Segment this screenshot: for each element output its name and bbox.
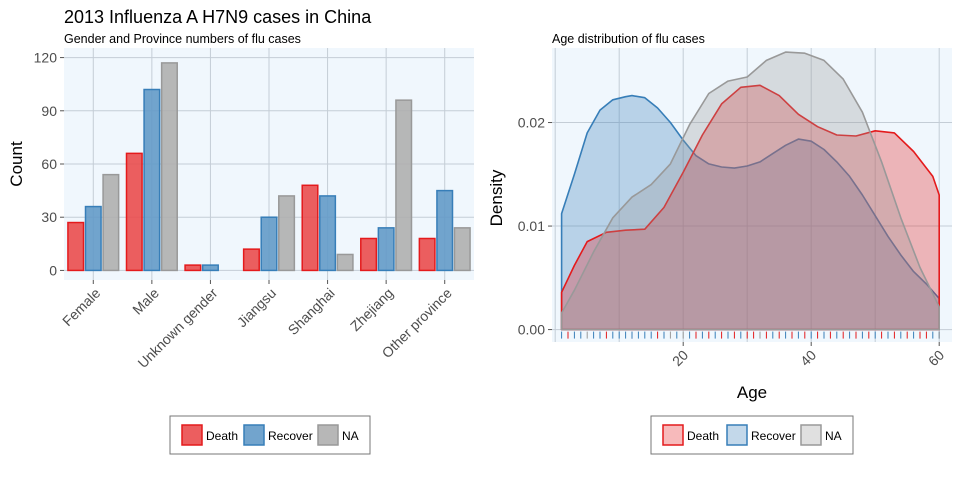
density-legend-key-na [800, 424, 822, 446]
bar-death [67, 221, 85, 272]
bar-legend-label: Death [206, 429, 238, 443]
density-legend-box [650, 415, 854, 455]
bar-death [418, 237, 436, 272]
density-y-axis-title: Density [487, 169, 506, 226]
bar-recover [319, 195, 337, 272]
density-y-ticks: 0.00 0.01 0.02 [518, 115, 552, 338]
bar-chart: Gender and Province numbers of flu cases… [7, 32, 474, 455]
bar-na [160, 62, 178, 272]
density-chart: Age distribution of flu cases 0.000.010.… [487, 32, 952, 455]
bar-legend-key-recover [243, 424, 265, 446]
bar-y-tick-label: 30 [41, 209, 57, 225]
bar-recover [143, 88, 161, 272]
bar-recover [201, 264, 219, 272]
density-legend: Death Recover NA [650, 415, 854, 455]
bar-death [242, 248, 260, 272]
density-x-ticks: 20 40 60 [669, 342, 947, 369]
bar-y-tick-label: 60 [41, 156, 57, 172]
bar-chart-subtitle: Gender and Province numbers of flu cases [64, 32, 301, 46]
bar-recover [377, 227, 395, 272]
bar-legend-label: NA [342, 429, 359, 443]
density-y-tick-label: 0.00 [518, 322, 545, 338]
bar-recover [260, 216, 278, 272]
bar-y-ticks: 0 30 60 90 120 [34, 50, 64, 278]
density-x-tick-label: 60 [925, 347, 947, 369]
bar-na [102, 173, 120, 272]
density-area-na [560, 51, 940, 331]
bar-recover [436, 189, 454, 272]
density-plot-panel [552, 48, 952, 342]
bar-legend: Death Recover NA [169, 415, 371, 455]
bar-y-axis-title: Count [7, 141, 26, 187]
bar-x-tick-label: Jiangsu [234, 285, 279, 330]
bar-y-tick-label: 0 [49, 262, 57, 278]
bar-x-tick-label: Male [129, 285, 162, 318]
bar-na [395, 99, 413, 272]
bar-death [301, 184, 319, 272]
bar-series [67, 62, 471, 272]
density-series [560, 51, 940, 331]
bar-na [453, 227, 471, 272]
density-y-tick-label: 0.01 [518, 218, 545, 234]
bar-legend-key-death [181, 424, 203, 446]
figure-title: 2013 Influenza A H7N9 cases in China [64, 7, 372, 27]
density-rug [561, 331, 940, 339]
density-area-death [560, 84, 940, 331]
bar-death [125, 152, 143, 272]
bar-legend-key-na [317, 424, 339, 446]
bar-recover [84, 205, 102, 272]
density-x-tick-label: 20 [669, 347, 691, 369]
density-area-recover [560, 94, 940, 331]
density-legend-key-death [662, 424, 684, 446]
bar-x-tick-label: Shanghai [285, 285, 338, 338]
bar-x-tick-label: Female [59, 285, 103, 329]
bar-na [278, 195, 296, 272]
bar-death [360, 237, 378, 272]
density-legend-key-recover [726, 424, 748, 446]
density-legend-label: NA [825, 429, 842, 443]
bar-na [336, 253, 354, 272]
density-legend-label: Death [687, 429, 719, 443]
density-chart-subtitle: Age distribution of flu cases [552, 32, 705, 46]
density-x-axis-title: Age [737, 383, 767, 402]
density-legend-label: Recover [751, 429, 796, 443]
bar-x-tick-label: Zhejiang [347, 285, 396, 334]
bar-y-tick-label: 120 [34, 50, 58, 66]
density-x-tick-label: 40 [797, 347, 819, 369]
bar-y-tick-label: 90 [41, 103, 57, 119]
density-y-tick-label: 0.02 [518, 115, 545, 131]
bar-death [184, 264, 202, 272]
bar-legend-label: Recover [268, 429, 313, 443]
